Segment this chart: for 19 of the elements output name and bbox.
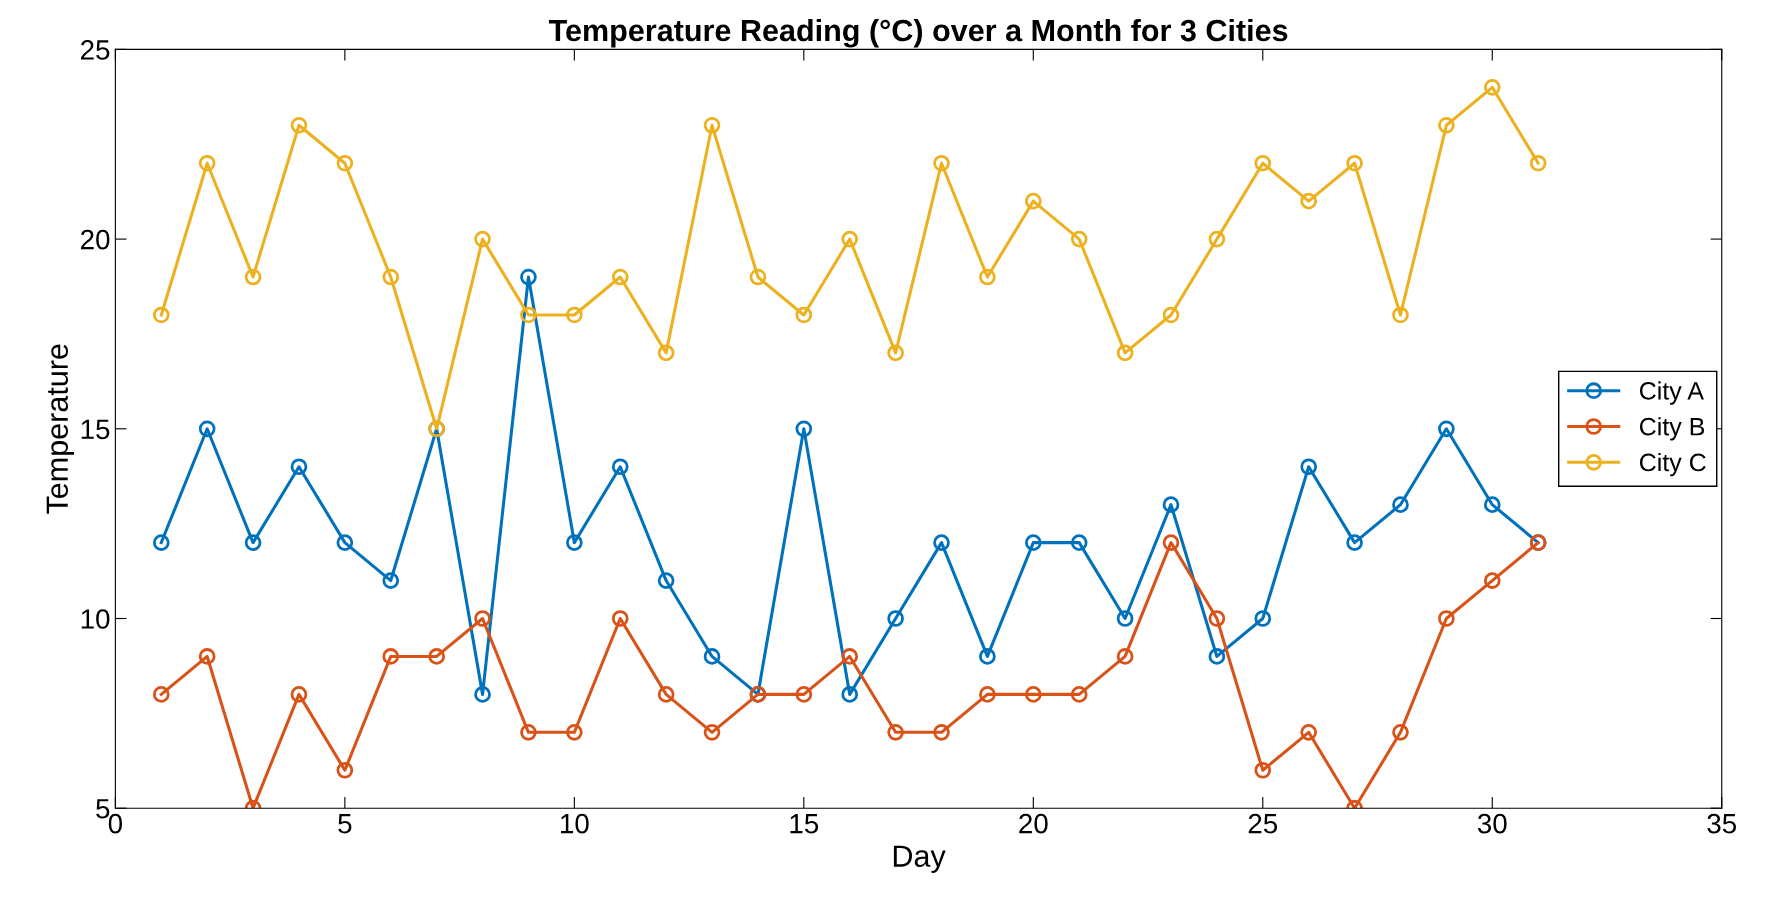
x-tick-label: 0 [108,813,123,834]
x-tick-label: 30 [1477,813,1507,834]
x-tick-label: 35 [1707,813,1737,834]
x-tick-label: 20 [1019,813,1048,834]
chart-title: Temperature Reading (°C) over a Month for 3 Cities [548,18,1288,48]
y-tick-label: 25 [81,40,110,60]
y-tick-label: 10 [81,609,110,629]
legend-label: City A [1639,381,1704,405]
y-tick-label: 20 [81,229,110,250]
x-axis-title: Day [893,845,946,873]
x-tick-label: 25 [1248,813,1278,834]
legend-label: City B [1639,417,1705,441]
x-tick-label: 10 [561,813,589,834]
x-tick-label: 5 [338,814,352,834]
y-axis-title: Temperature [46,344,75,514]
x-tick-label: 15 [790,814,819,834]
y-tick-label: 15 [81,419,110,440]
y-tick-label: 5 [96,799,110,819]
legend-label: City C [1639,452,1706,477]
